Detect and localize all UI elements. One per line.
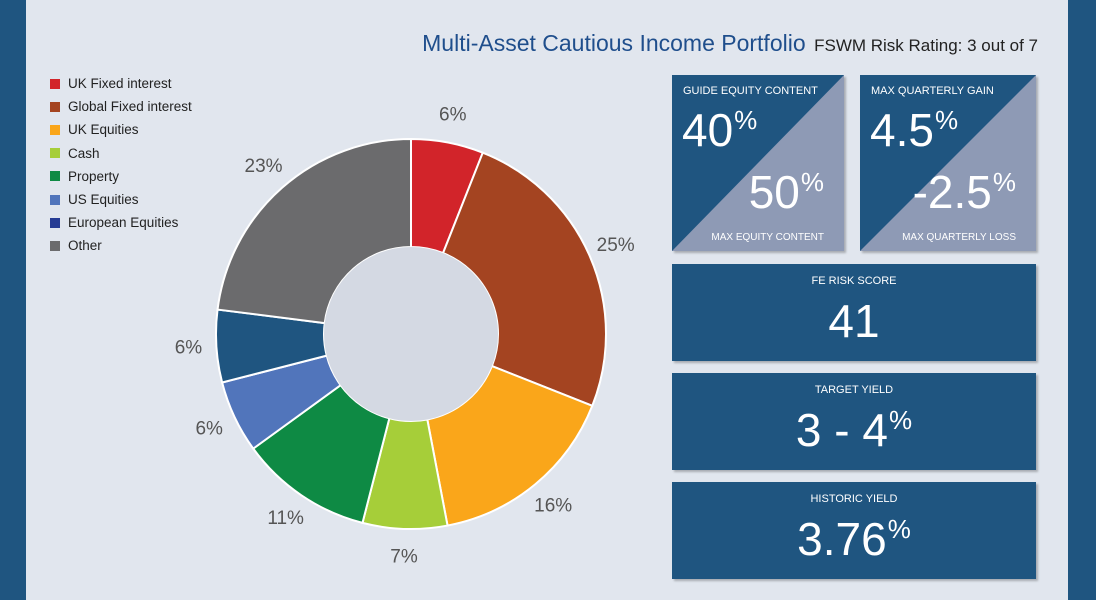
legend-swatch (50, 217, 60, 228)
historic-yield-value: 3.76% (797, 513, 911, 565)
legend-item: US Equities (50, 188, 192, 211)
legend-item: Property (50, 165, 192, 188)
legend-swatch (50, 101, 60, 112)
max-quarterly-gain-value: 4.5% (870, 104, 959, 156)
tile-diagonal-split (860, 75, 1036, 251)
chart-legend: UK Fixed interest Global Fixed interest UK… (50, 72, 192, 258)
fe-risk-score-value: 41 (828, 295, 880, 347)
legend-label: UK Equities (68, 122, 139, 138)
legend-item: European Equities (50, 211, 192, 234)
legend-item: Cash (50, 142, 192, 165)
historic-yield-label: HISTORIC YIELD (810, 493, 898, 505)
data-label: 11% (267, 508, 304, 529)
pie-slice (216, 137, 412, 325)
target-yield-tile: TARGET YIELD 3 - 4% (672, 373, 1036, 470)
max-quarterly-gain-label: MAX QUARTERLY GAIN (871, 85, 994, 97)
legend-label: UK Fixed interest (68, 76, 172, 92)
dashboard-panel: Multi-Asset Cautious Income Portfolio FS… (26, 0, 1068, 600)
donut-chart: 6% 25% 16% 7% 11% 6% 6% 23% (175, 104, 635, 567)
data-label: 7% (390, 546, 418, 567)
max-equity-value: 50% (748, 166, 824, 218)
data-label: 6% (439, 104, 467, 125)
legend-swatch (50, 78, 60, 89)
legend-label: US Equities (68, 192, 139, 208)
legend-label: Other (68, 238, 102, 254)
legend-swatch (50, 240, 60, 251)
page-title: Multi-Asset Cautious Income Portfolio FS… (422, 30, 1038, 57)
portfolio-title: Multi-Asset Cautious Income Portfolio (422, 30, 806, 56)
legend-item: Other (50, 234, 192, 257)
donut-hole (324, 247, 498, 421)
quarterly-tile: MAX QUARTERLY GAIN 4.5% -2.5% MAX QUARTE… (860, 75, 1036, 251)
legend-label: Property (68, 168, 120, 184)
target-yield-label: TARGET YIELD (814, 384, 894, 396)
data-label: 25% (597, 235, 635, 256)
legend-swatch (50, 194, 60, 205)
legend-label: European Equities (68, 215, 179, 231)
legend-swatch (50, 148, 60, 159)
legend-item: UK Fixed interest (50, 72, 192, 95)
max-quarterly-loss-value: -2.5% (912, 166, 1016, 218)
target-yield-value: 3 - 4% (795, 404, 913, 456)
fe-risk-score-tile: FE RISK SCORE 41 (672, 264, 1036, 361)
data-label: 6% (195, 418, 223, 439)
tile-diagonal-split (672, 75, 844, 251)
legend-swatch (50, 124, 60, 135)
guide-equity-value: 40% (682, 104, 758, 156)
legend-swatch (50, 171, 60, 182)
legend-item: UK Equities (50, 118, 192, 141)
historic-yield-tile: HISTORIC YIELD 3.76% (672, 482, 1036, 579)
data-label: 6% (175, 338, 203, 359)
legend-label: Cash (68, 145, 100, 161)
data-label: 16% (534, 495, 572, 516)
fe-risk-score-label: FE RISK SCORE (811, 275, 897, 287)
equity-content-tile: GUIDE EQUITY CONTENT 40% 50% MAX EQUITY … (672, 75, 844, 251)
data-label: 23% (245, 156, 283, 177)
legend-label: Global Fixed interest (68, 99, 192, 115)
risk-rating: FSWM Risk Rating: 3 out of 7 (814, 36, 1038, 55)
guide-equity-label: GUIDE EQUITY CONTENT (683, 85, 818, 97)
max-quarterly-loss-label: MAX QUARTERLY LOSS (902, 232, 1016, 243)
legend-item: Global Fixed interest (50, 95, 192, 118)
max-equity-label: MAX EQUITY CONTENT (711, 232, 824, 243)
